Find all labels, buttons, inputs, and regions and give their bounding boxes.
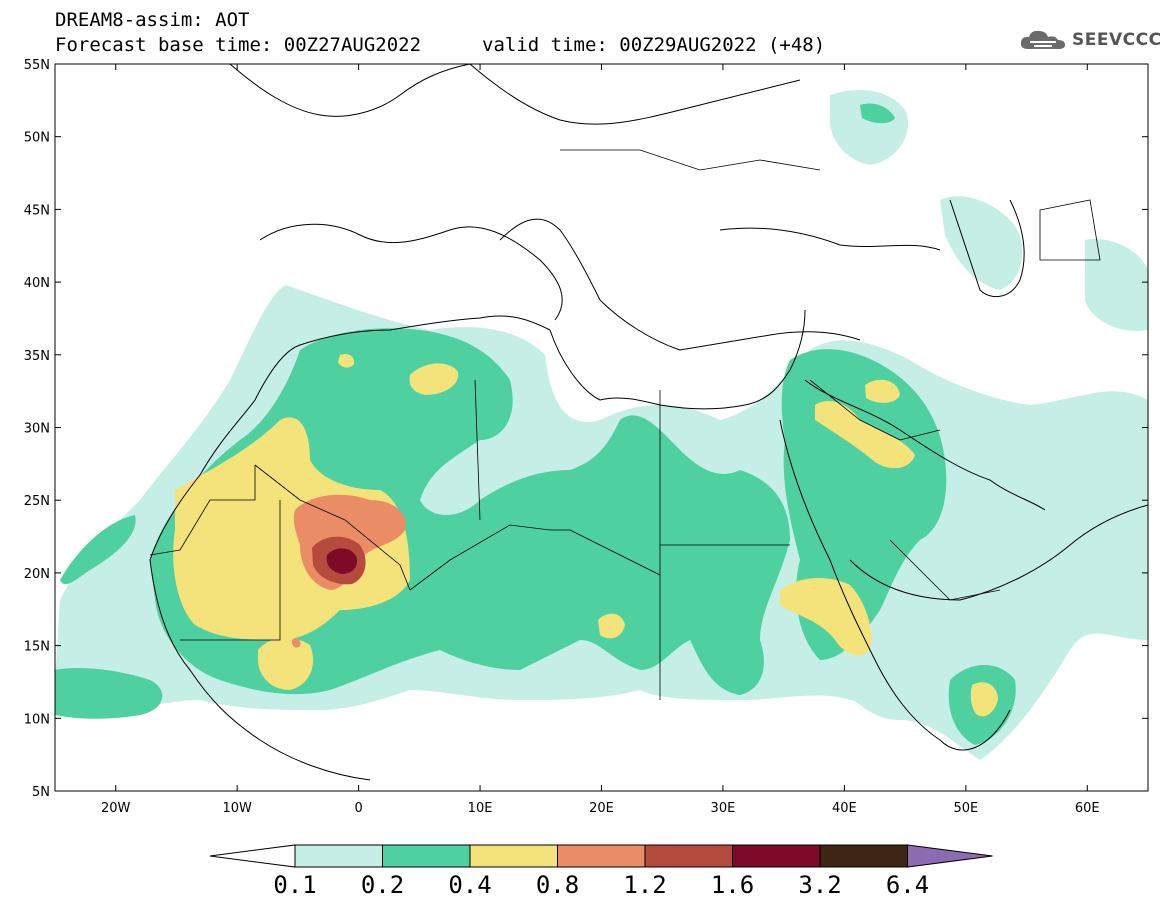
shade-0.1-central-asia bbox=[1085, 239, 1148, 331]
logo-text: SEEVCCC bbox=[1072, 30, 1162, 50]
coast-uk-europe bbox=[229, 64, 471, 117]
aot-shade-high bbox=[173, 354, 998, 717]
coastlines bbox=[149, 64, 1148, 781]
shade-0.8-small bbox=[291, 638, 301, 648]
colorbar-label: 6.4 bbox=[886, 871, 929, 899]
colorbar-swatch bbox=[644, 844, 733, 868]
shade-0.4-mali bbox=[258, 638, 314, 690]
lon-label: 10E bbox=[468, 801, 493, 816]
cloud-icon bbox=[1020, 30, 1065, 49]
shade-0.2-west-coast bbox=[60, 515, 136, 585]
lat-label: 15N bbox=[24, 640, 50, 655]
shade-0.4-atlas bbox=[338, 354, 355, 368]
colorbar-label: 0.1 bbox=[273, 871, 316, 899]
coast-north-africa bbox=[549, 309, 806, 410]
colorbar-label: 0.8 bbox=[536, 871, 579, 899]
lat-label: 45N bbox=[24, 203, 50, 218]
lat-label: 40N bbox=[24, 276, 50, 291]
longitude-axis: 20W 10W 0 10E 20E 30E 40E 50E 60E bbox=[101, 64, 1100, 816]
shade-0.4-sudan bbox=[780, 578, 872, 656]
colorbar-label: 3.2 bbox=[798, 871, 841, 899]
lat-label: 5N bbox=[32, 785, 50, 800]
border-mali-mauritania bbox=[180, 500, 281, 641]
border-saudi-iraq bbox=[809, 379, 941, 441]
shade-0.4-somalia bbox=[970, 682, 998, 717]
lon-label: 40E bbox=[832, 801, 857, 816]
shade-0.2-atlantic bbox=[55, 668, 163, 719]
colorbar-label: 0.4 bbox=[448, 871, 491, 899]
forecast-base-time: Forecast base time: 00Z27AUG2022 bbox=[55, 34, 422, 56]
lon-label: 20E bbox=[589, 801, 614, 816]
aot-shade-peak bbox=[326, 548, 358, 574]
lon-label: 20W bbox=[101, 801, 131, 816]
coast-nw-africa bbox=[149, 315, 551, 561]
border-kazakhstan bbox=[1039, 199, 1101, 261]
colorbar-swatch bbox=[819, 844, 908, 868]
coast-arabia-south bbox=[849, 504, 1148, 601]
lon-label: 30E bbox=[711, 801, 736, 816]
aot-field bbox=[55, 90, 1148, 760]
shade-0.4-chad bbox=[598, 613, 625, 639]
coast-italy bbox=[499, 218, 601, 301]
lat-label: 35N bbox=[24, 349, 50, 364]
coast-baltic bbox=[469, 64, 801, 125]
lat-label: 20N bbox=[24, 567, 50, 582]
colorbar-swatch bbox=[732, 844, 821, 868]
border-algeria-libya bbox=[474, 379, 481, 521]
coast-caspian bbox=[949, 199, 1025, 298]
lat-label: 25N bbox=[24, 494, 50, 509]
border-niger-libya bbox=[409, 524, 661, 591]
lat-label: 50N bbox=[24, 131, 50, 146]
shade-0.4-arabia-north bbox=[815, 400, 915, 469]
latitude-axis: 55N 50N 45N 40N 35N 30N 25N 20N 15N 10N 5N bbox=[24, 58, 1148, 800]
shade-0.4-algeria bbox=[409, 363, 459, 395]
border-algeria-mali bbox=[254, 464, 411, 591]
shade-1.6-core bbox=[326, 548, 358, 574]
border-mauritania bbox=[149, 465, 256, 556]
lon-label: 60E bbox=[1075, 801, 1100, 816]
map-title: DREAM8-assim: AOT bbox=[55, 9, 250, 31]
shade-0.2-north bbox=[860, 103, 895, 124]
shade-0.4-west-africa bbox=[173, 417, 410, 640]
colorbar-swatch bbox=[469, 844, 558, 868]
border-yemen bbox=[889, 539, 1001, 601]
valid-time: valid time: 00Z29AUG2022 (+48) bbox=[482, 34, 826, 56]
lon-label: 0 bbox=[354, 801, 362, 816]
lat-label: 10N bbox=[24, 712, 50, 727]
lon-label: 50E bbox=[953, 801, 978, 816]
country-borders bbox=[149, 149, 1101, 700]
coast-west-africa bbox=[149, 559, 371, 781]
colorbar: 0.1 0.2 0.4 0.8 1.2 1.6 3.2 6.4 bbox=[209, 844, 993, 899]
lon-label: 10W bbox=[222, 801, 252, 816]
coast-iberia-france bbox=[259, 223, 563, 321]
lat-label: 30N bbox=[24, 422, 50, 437]
colorbar-lower-arrow bbox=[209, 844, 296, 868]
colorbar-upper-arrow bbox=[907, 844, 993, 868]
colorbar-swatch bbox=[382, 844, 471, 868]
shade-0.1-caspian bbox=[940, 196, 1023, 290]
colorbar-label: 1.6 bbox=[711, 871, 754, 899]
shade-0.1-caspian-north bbox=[830, 90, 909, 165]
colorbar-label: 0.2 bbox=[361, 871, 404, 899]
coast-greece-turkey bbox=[599, 299, 861, 351]
colorbar-swatch bbox=[294, 844, 383, 868]
colorbar-swatch bbox=[557, 844, 646, 868]
seevccc-logo: SEEVCCC bbox=[1018, 27, 1162, 53]
shade-0.4-iraq bbox=[865, 379, 900, 403]
coast-red-sea bbox=[779, 419, 1011, 751]
colorbar-label: 1.2 bbox=[623, 871, 666, 899]
coast-black-sea bbox=[719, 227, 941, 251]
coast-gulf bbox=[804, 379, 1046, 511]
border-east-europe bbox=[560, 149, 821, 171]
lat-label: 55N bbox=[24, 58, 50, 73]
